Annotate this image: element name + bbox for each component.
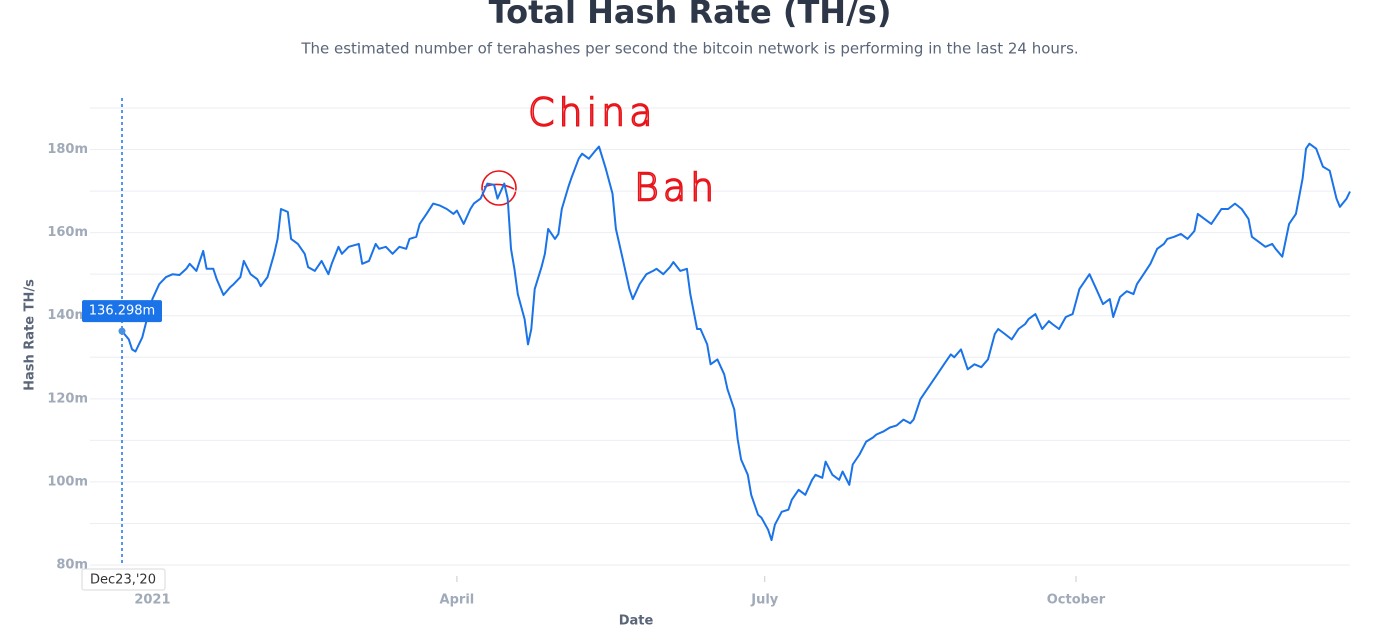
annotation-stroke [483, 183, 515, 190]
x-tick-label: October [1047, 593, 1106, 608]
annotation: Bah [634, 166, 718, 210]
y-tick-label: 180m [47, 142, 88, 157]
x-axis-label: Date [619, 614, 654, 629]
tooltip-box [82, 300, 162, 323]
hash-rate-line [121, 142, 1351, 542]
chart-title: Total Hash Rate (TH/s) [489, 0, 892, 31]
y-axis-label: Hash Rate TH/s [23, 279, 38, 391]
y-tick-label: 160m [47, 225, 88, 240]
y-tick-label: 120m [47, 391, 88, 406]
y-tick-label: 80m [56, 558, 88, 573]
annotation-circle [481, 170, 517, 206]
tooltip-date-box [81, 568, 166, 591]
tooltip-date: Dec23,'20 [90, 573, 156, 588]
x-tick-label: 2021 [134, 593, 170, 608]
tooltip-value: 136.298m [89, 304, 155, 319]
hover-point [118, 327, 126, 335]
annotation: China [528, 91, 657, 135]
chart-subtitle: The estimated number of terahashes per s… [300, 40, 1078, 58]
y-tick-label: 100m [47, 474, 88, 489]
x-tick-label: April [440, 593, 475, 608]
x-tick-label: July [750, 593, 779, 608]
y-tick-label: 140m [47, 308, 88, 323]
